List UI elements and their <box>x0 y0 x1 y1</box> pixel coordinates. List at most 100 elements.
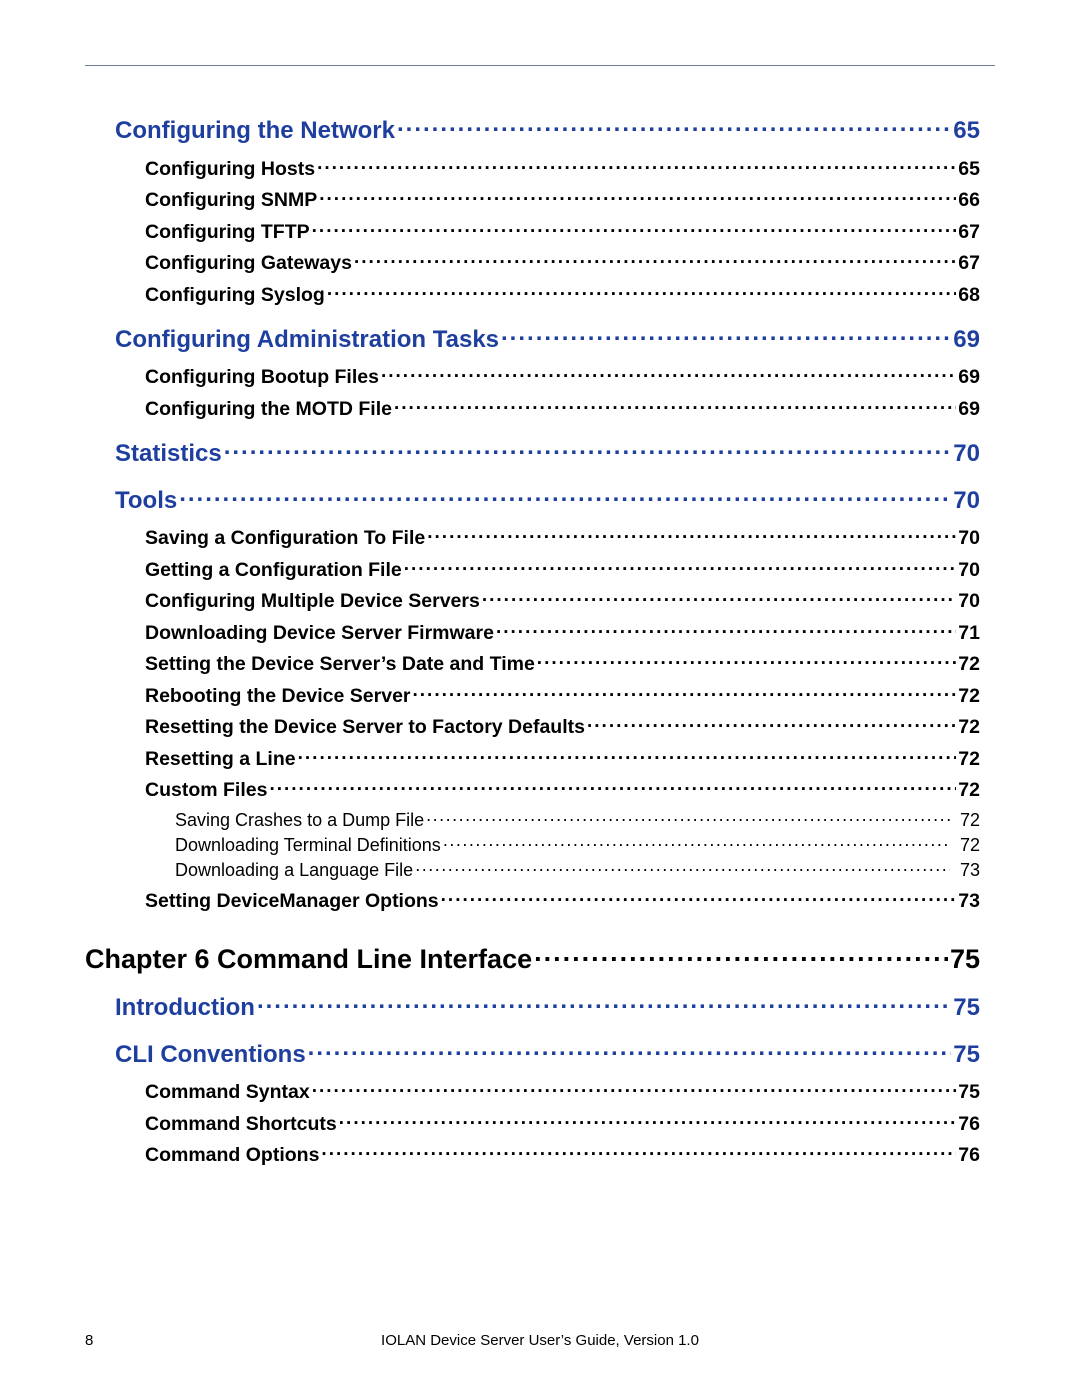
toc-label: Downloading a Language File <box>175 860 413 881</box>
toc-page-number: 72 <box>958 779 980 802</box>
toc-leader-dots <box>501 323 951 347</box>
toc-entry[interactable]: CLI Conventions75 <box>85 1038 995 1069</box>
toc-label: Chapter 6 Command Line Interface <box>85 944 532 975</box>
toc-leader-dots <box>312 218 957 238</box>
toc-entry[interactable]: Saving a Configuration To File70 <box>85 525 995 551</box>
toc-page-number: 70 <box>953 487 980 515</box>
toc-entry[interactable]: Chapter 6 Command Line Interface 75 <box>85 941 995 975</box>
toc-label: Rebooting the Device Server <box>145 685 411 708</box>
toc-entry[interactable]: Setting the Device Server’s Date and Tim… <box>85 651 995 677</box>
toc-entry[interactable]: Rebooting the Device Server 72 <box>85 682 995 708</box>
toc-leader-dots <box>443 833 950 851</box>
toc-entry[interactable]: Configuring Administration Tasks69 <box>85 323 995 354</box>
toc-entry[interactable]: Configuring the MOTD File 69 <box>85 395 995 421</box>
footer-page-number: 8 <box>85 1332 93 1349</box>
toc-label: Statistics <box>115 440 222 468</box>
toc-page-number: 69 <box>958 398 980 421</box>
toc-label: Command Options <box>145 1144 319 1167</box>
toc-leader-dots <box>321 1142 956 1162</box>
toc-leader-dots <box>354 250 956 270</box>
toc-label: Setting DeviceManager Options <box>145 890 439 913</box>
toc-page-number: 72 <box>958 685 980 708</box>
toc-entry[interactable]: Statistics 70 <box>85 437 995 468</box>
toc-entry[interactable]: Saving Crashes to a Dump File 72 <box>85 808 995 831</box>
toc-entry[interactable]: Configuring Hosts 65 <box>85 155 995 181</box>
toc-entry[interactable]: Configuring SNMP66 <box>85 187 995 213</box>
toc-page-number: 73 <box>958 890 980 913</box>
toc-label: Configuring Administration Tasks <box>115 326 499 354</box>
toc-leader-dots <box>312 1079 957 1099</box>
toc-entry[interactable]: Configuring the Network65 <box>85 114 995 145</box>
toc-page-number: 69 <box>958 366 980 389</box>
toc-label: Saving Crashes to a Dump File <box>175 810 424 831</box>
toc-leader-dots <box>269 777 956 797</box>
toc-entry[interactable]: Configuring TFTP 67 <box>85 218 995 244</box>
toc-leader-dots <box>482 588 956 608</box>
toc-leader-dots <box>339 1110 957 1130</box>
toc-leader-dots <box>496 619 956 639</box>
toc-entry[interactable]: Resetting a Line 72 <box>85 745 995 771</box>
toc-page-number: 72 <box>958 716 980 739</box>
toc-entry[interactable]: Introduction75 <box>85 991 995 1022</box>
toc-leader-dots <box>319 187 956 207</box>
toc-page-number: 67 <box>958 221 980 244</box>
toc-entry[interactable]: Configuring Bootup Files69 <box>85 364 995 390</box>
toc-page-number: 72 <box>958 748 980 771</box>
toc-leader-dots <box>308 1038 952 1062</box>
toc-entry[interactable]: Custom Files 72 <box>85 777 995 803</box>
toc-page-number: 70 <box>953 440 980 468</box>
toc-entry[interactable]: Configuring Syslog 68 <box>85 281 995 307</box>
toc-page-number: 72 <box>958 653 980 676</box>
toc-leader-dots <box>415 858 950 876</box>
toc-leader-dots <box>413 682 957 702</box>
toc-label: Introduction <box>115 994 255 1022</box>
toc-page-number: 65 <box>958 158 980 181</box>
toc-label: Configuring Multiple Device Servers <box>145 590 480 613</box>
toc-label: Resetting the Device Server to Factory D… <box>145 716 585 739</box>
toc-label: Downloading Device Server Firmware <box>145 622 494 645</box>
toc-label: Custom Files <box>145 779 267 802</box>
toc-entry[interactable]: Command Options76 <box>85 1142 995 1168</box>
toc-page-number: 75 <box>950 944 980 975</box>
toc-leader-dots <box>317 155 956 175</box>
toc-page-number: 68 <box>958 284 980 307</box>
toc-entry[interactable]: Command Syntax75 <box>85 1079 995 1105</box>
toc-leader-dots <box>224 437 952 461</box>
toc-leader-dots <box>537 651 957 671</box>
toc-page-number: 75 <box>958 1081 980 1104</box>
toc-leader-dots <box>327 281 956 301</box>
toc-leader-dots <box>441 887 957 907</box>
toc-entry[interactable]: Configuring Gateways67 <box>85 250 995 276</box>
toc-leader-dots <box>179 484 951 508</box>
toc-page-number: 73 <box>952 860 980 881</box>
toc-label: Configuring the MOTD File <box>145 398 392 421</box>
toc-entry[interactable]: Command Shortcuts 76 <box>85 1110 995 1136</box>
toc-label: Configuring TFTP <box>145 221 310 244</box>
toc-page-number: 76 <box>958 1113 980 1136</box>
toc-page-number: 70 <box>958 527 980 550</box>
toc-label: Command Shortcuts <box>145 1113 337 1136</box>
toc-page-number: 70 <box>958 559 980 582</box>
toc-label: Tools <box>115 487 177 515</box>
toc-label: Downloading Terminal Definitions <box>175 835 441 856</box>
toc-entry[interactable]: Tools 70 <box>85 484 995 515</box>
top-rule <box>85 65 995 66</box>
toc-entry[interactable]: Getting a Configuration File 70 <box>85 556 995 582</box>
toc-entry[interactable]: Configuring Multiple Device Servers70 <box>85 588 995 614</box>
toc-entry[interactable]: Setting DeviceManager Options 73 <box>85 887 995 913</box>
page-footer: 8 IOLAN Device Server User’s Guide, Vers… <box>85 1332 995 1349</box>
toc-page-number: 72 <box>952 810 980 831</box>
toc-label: Configuring Syslog <box>145 284 325 307</box>
toc-label: Resetting a Line <box>145 748 296 771</box>
toc-entry[interactable]: Downloading Device Server Firmware71 <box>85 619 995 645</box>
toc-entry[interactable]: Resetting the Device Server to Factory D… <box>85 714 995 740</box>
toc-label: Configuring Hosts <box>145 158 315 181</box>
toc-label: Getting a Configuration File <box>145 559 402 582</box>
toc-leader-dots <box>426 808 950 826</box>
toc-page-number: 75 <box>953 1041 980 1069</box>
footer-title: IOLAN Device Server User’s Guide, Versio… <box>85 1332 995 1349</box>
toc-entry[interactable]: Downloading a Language File 73 <box>85 858 995 881</box>
toc-label: Configuring Gateways <box>145 252 352 275</box>
toc-entry[interactable]: Downloading Terminal Definitions72 <box>85 833 995 856</box>
document-page: Configuring the Network65 Configuring Hos… <box>0 0 1080 1397</box>
